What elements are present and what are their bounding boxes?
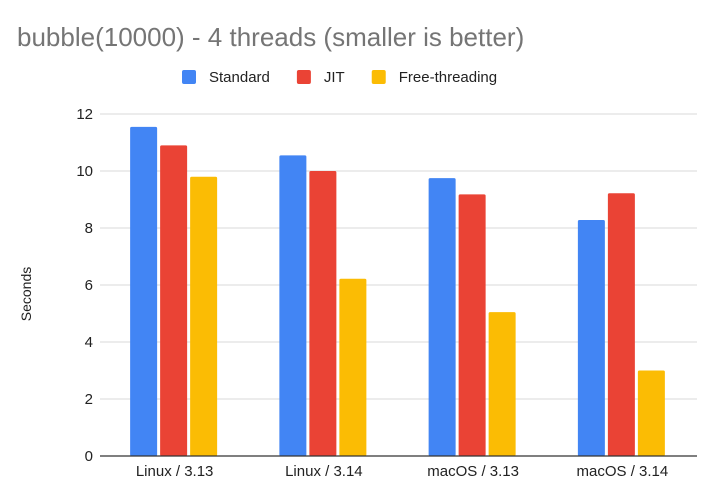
legend: Standard JIT Free-threading [182, 69, 497, 86]
legend-swatch [371, 70, 386, 84]
bar-standard [279, 155, 307, 456]
legend-item: Standard [182, 69, 270, 86]
legend-label: JIT [324, 69, 345, 86]
y-tick-label: 6 [85, 277, 93, 294]
y-tick-label: 12 [76, 106, 93, 123]
bar-jit [309, 171, 337, 456]
y-axis-title: Seconds [18, 267, 34, 321]
gridlines [100, 113, 697, 400]
y-axis-ticks: 0 2 4 6 8 10 12 [76, 106, 93, 465]
bars [130, 126, 665, 457]
legend-item: Free-threading [371, 69, 497, 86]
bar-free-threading [637, 370, 665, 456]
legend-item: JIT [296, 69, 345, 86]
y-tick-label: 8 [85, 220, 93, 237]
bar-free-threading [488, 312, 516, 456]
bar-free-threading [190, 176, 218, 456]
x-category-label: macOS / 3.13 [427, 463, 519, 480]
bar-standard [577, 220, 605, 456]
chart-title: bubble(10000) - 4 threads (smaller is be… [17, 22, 524, 52]
y-tick-label: 10 [76, 163, 93, 180]
bar-standard [428, 178, 456, 456]
bar-jit [160, 145, 188, 456]
legend-swatch [182, 70, 196, 84]
x-category-label: Linux / 3.13 [136, 463, 214, 480]
legend-label: Standard [209, 69, 270, 86]
bar-jit [458, 194, 486, 456]
y-tick-label: 4 [85, 334, 93, 351]
y-tick-label: 0 [85, 448, 93, 465]
legend-label: Free-threading [399, 69, 497, 86]
bar-free-threading [339, 278, 367, 456]
y-tick-label: 2 [85, 391, 93, 408]
x-axis-categories: Linux / 3.13 Linux / 3.14 macOS / 3.13 macO… [136, 463, 668, 480]
legend-swatch [296, 70, 311, 84]
x-category-label: macOS / 3.14 [577, 463, 669, 480]
bar-jit [607, 193, 635, 457]
bar-standard [130, 126, 158, 456]
x-category-label: Linux / 3.14 [285, 463, 363, 480]
